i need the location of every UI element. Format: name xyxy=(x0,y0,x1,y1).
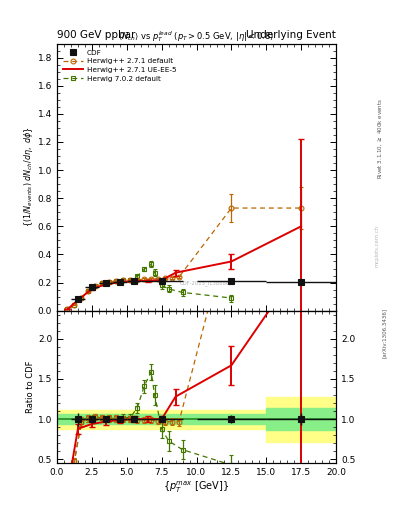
Text: Rivet 3.1.10, $\geq$ 400k events: Rivet 3.1.10, $\geq$ 400k events xyxy=(376,98,384,179)
Text: mcplots.cern.ch: mcplots.cern.ch xyxy=(375,225,380,267)
Title: $\langle N_{ch}\rangle$ vs $p_T^{lead}$ ($p_T > 0.5$ GeV, $|\eta| < 0.8$): $\langle N_{ch}\rangle$ vs $p_T^{lead}$ … xyxy=(118,29,275,44)
X-axis label: $\{p_T^{max}\ [\mathrm{GeV}]\}$: $\{p_T^{max}\ [\mathrm{GeV}]\}$ xyxy=(163,480,230,496)
Text: 900 GeV ppbar: 900 GeV ppbar xyxy=(57,30,135,40)
Y-axis label: $\{(1/N_{events})\ dN_{ch}/d\eta,\ d\phi\}$: $\{(1/N_{events})\ dN_{ch}/d\eta,\ d\phi… xyxy=(22,127,35,227)
Text: [arXiv:1306.3436]: [arXiv:1306.3436] xyxy=(382,308,387,358)
Text: Underlying Event: Underlying Event xyxy=(246,30,336,40)
Legend: CDF, Herwig++ 2.7.1 default, Herwig++ 2.7.1 UE-EE-5, Herwig 7.0.2 default: CDF, Herwig++ 2.7.1 default, Herwig++ 2.… xyxy=(61,47,178,84)
Text: CDF-2015_I1388868: CDF-2015_I1388868 xyxy=(180,280,233,286)
Y-axis label: Ratio to CDF: Ratio to CDF xyxy=(26,361,35,413)
